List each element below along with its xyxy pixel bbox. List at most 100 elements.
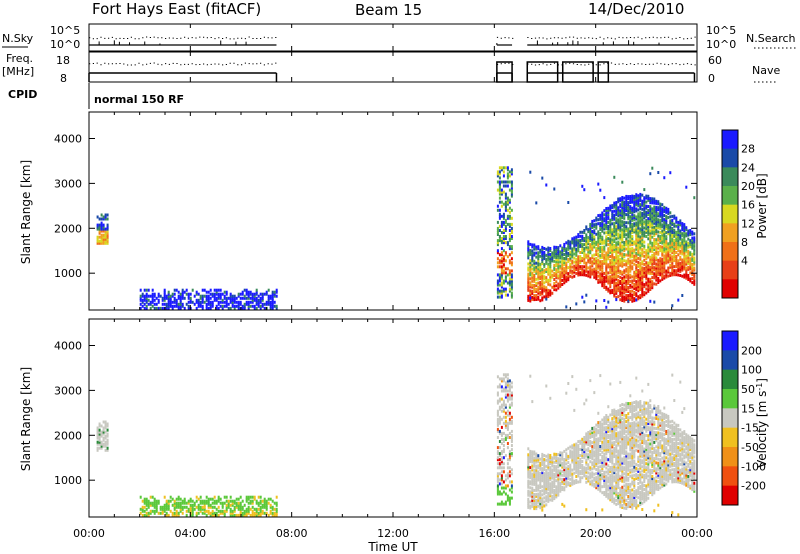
range-gate-cell bbox=[609, 232, 612, 236]
range-gate-cell bbox=[641, 193, 644, 197]
range-gate-cell bbox=[583, 265, 586, 269]
range-gate-cell bbox=[621, 297, 624, 300]
range-gate-cell bbox=[665, 259, 668, 263]
range-gate-cell bbox=[609, 437, 612, 441]
range-gate-cell bbox=[537, 263, 540, 267]
range-gate-cell bbox=[655, 230, 658, 234]
range-gate-cell bbox=[593, 454, 596, 458]
range-gate-cell bbox=[169, 296, 172, 300]
range-gate-cell bbox=[647, 281, 650, 285]
range-gate-cell bbox=[271, 306, 274, 310]
range-gate-cell bbox=[102, 241, 105, 245]
range-gate-cell bbox=[563, 246, 566, 250]
range-gate-cell bbox=[665, 261, 668, 265]
range-gate-cell bbox=[641, 228, 644, 231]
range-gate-cell bbox=[579, 255, 582, 259]
range-gate-cell bbox=[563, 269, 566, 273]
range-gate-cell bbox=[609, 478, 612, 482]
range-gate-cell bbox=[611, 443, 614, 447]
range-gate-cell bbox=[679, 245, 682, 249]
range-gate-cell bbox=[98, 438, 101, 442]
range-gate-cell bbox=[637, 196, 640, 200]
range-gate-cell bbox=[585, 466, 588, 470]
range-gate-cell bbox=[665, 231, 668, 235]
range-gate-cell bbox=[541, 454, 544, 458]
range-gate-cell bbox=[549, 490, 552, 494]
range-gate-cell bbox=[510, 235, 513, 238]
range-gate-cell bbox=[637, 283, 640, 287]
range-gate-cell bbox=[649, 201, 652, 205]
range-gate-cell bbox=[631, 198, 634, 202]
range-gate-cell bbox=[104, 215, 107, 219]
range-gate-cell bbox=[593, 243, 596, 247]
range-gate-cell bbox=[496, 243, 499, 247]
range-gate-cell bbox=[496, 492, 499, 496]
range-gate-cell bbox=[617, 473, 620, 477]
range-gate-cell bbox=[597, 236, 600, 240]
range-gate-cell bbox=[541, 270, 544, 274]
range-gate-cell bbox=[579, 238, 582, 242]
range-gate-cell bbox=[559, 451, 562, 455]
range-gate-cell bbox=[615, 482, 618, 486]
range-gate-cell bbox=[265, 501, 268, 505]
range-gate-cell bbox=[215, 296, 218, 300]
range-gate-cell bbox=[653, 246, 656, 249]
range-gate-cell bbox=[555, 268, 558, 272]
range-gate-cell bbox=[583, 249, 586, 253]
range-gate-cell bbox=[145, 503, 148, 507]
range-gate-cell bbox=[531, 496, 534, 500]
range-gate-cell bbox=[563, 482, 566, 486]
range-gate-cell bbox=[245, 300, 248, 304]
range-gate-cell bbox=[549, 456, 552, 459]
range-gate-cell bbox=[617, 486, 620, 489]
range-gate-cell bbox=[619, 505, 622, 509]
range-gate-cell bbox=[169, 304, 172, 308]
nave-tick-top: 60 bbox=[708, 54, 722, 67]
range-gate-cell bbox=[543, 466, 546, 470]
range-gate-cell bbox=[498, 415, 501, 419]
range-gate-cell bbox=[595, 457, 598, 461]
range-gate-cell bbox=[597, 447, 600, 451]
range-gate-cell bbox=[229, 298, 232, 302]
range-gate-cell bbox=[621, 473, 624, 477]
range-gate-cell bbox=[629, 285, 632, 289]
range-gate-cell bbox=[647, 267, 650, 271]
range-gate-cell bbox=[535, 494, 538, 498]
range-gate-cell bbox=[535, 458, 538, 462]
range-gate-cell bbox=[693, 272, 696, 276]
range-gate-cell bbox=[243, 503, 246, 507]
range-gate-cell bbox=[671, 227, 674, 230]
range-gate-cell bbox=[663, 236, 666, 240]
range-gate-cell bbox=[619, 235, 622, 239]
range-gate-cell bbox=[625, 436, 628, 440]
range-gate-cell bbox=[651, 199, 654, 203]
range-gate-cell bbox=[531, 267, 534, 271]
range-gate-cell bbox=[659, 261, 662, 265]
range-gate-cell bbox=[96, 225, 99, 229]
range-gate-cell bbox=[629, 261, 632, 265]
range-gate-cell bbox=[551, 498, 554, 502]
range-gate-cell bbox=[617, 459, 620, 463]
range-gate-cell bbox=[502, 214, 505, 218]
range-gate-cell bbox=[625, 474, 628, 478]
range-gate-cell bbox=[508, 287, 511, 291]
range-gate-cell bbox=[563, 253, 566, 256]
range-gate-cell bbox=[502, 222, 505, 226]
range-gate-cell bbox=[613, 416, 616, 420]
range-gate-cell bbox=[611, 272, 614, 276]
range-gate-cell bbox=[629, 503, 632, 506]
range-gate-cell bbox=[649, 299, 652, 303]
range-gate-cell bbox=[597, 242, 600, 246]
range-gate-cell bbox=[641, 219, 644, 223]
colorbar-tick-label: 28 bbox=[741, 143, 755, 156]
range-gate-cell bbox=[557, 469, 560, 473]
range-gate-cell bbox=[605, 484, 608, 488]
range-gate-cell bbox=[583, 402, 586, 406]
range-gate-cell bbox=[629, 273, 632, 277]
range-gate-cell bbox=[615, 450, 618, 454]
range-gate-cell bbox=[613, 276, 616, 280]
range-gate-cell bbox=[681, 274, 684, 278]
range-gate-cell bbox=[663, 274, 666, 278]
range-gate-cell bbox=[589, 450, 592, 454]
range-gate-cell bbox=[563, 466, 566, 470]
